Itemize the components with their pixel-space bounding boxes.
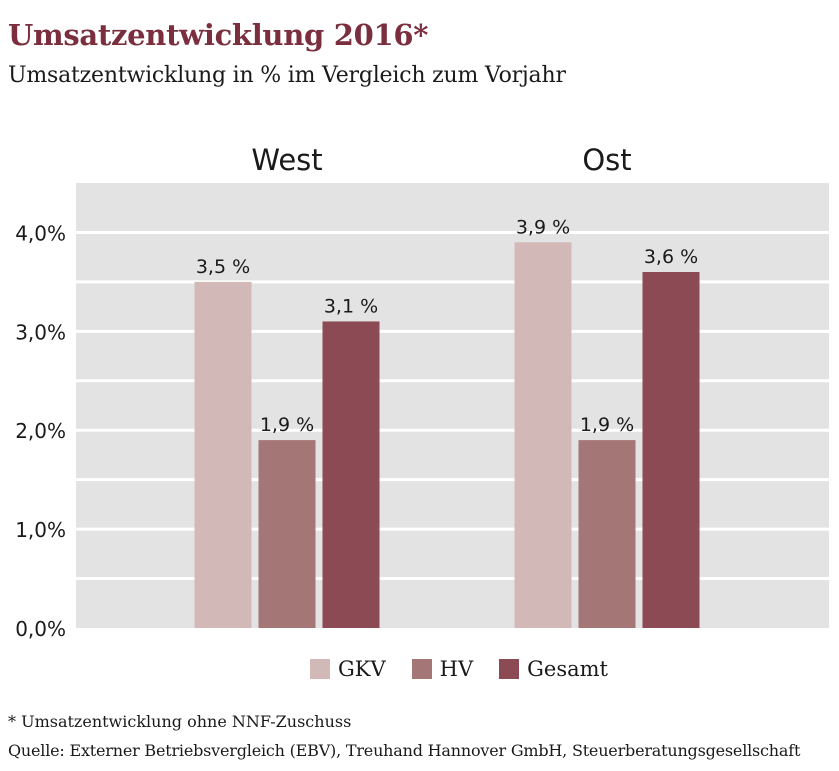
data-label: 3,1 % [324,295,378,317]
bar-gkv [194,281,252,628]
bar-gkv [514,242,572,629]
legend-item-gesamt: Gesamt [499,657,608,681]
legend-swatch-gkv [310,659,330,679]
legend-item-hv: HV [411,657,474,681]
chart-title: Umsatzentwicklung 2016* [8,18,429,52]
data-label: 1,9 % [260,414,314,436]
bar-hv [578,440,636,628]
bar-chart: 0,0% 1,0% 2,0% 3,0% 4,0% West 3,5 % 1,9 % 3,1 % O… [15,143,829,641]
source-note: Quelle: Externer Betriebsvergleich (EBV)… [8,741,801,760]
data-label: 3,6 % [644,246,698,268]
bar-hv [258,440,316,628]
bar-gesamt [322,321,380,628]
category-label: West [251,143,322,177]
bar-gesamt [642,272,700,628]
legend-label-gesamt: Gesamt [527,657,608,681]
data-label: 3,5 % [196,256,250,278]
plot-background [76,183,829,628]
category-label: Ost [582,143,631,177]
y-tick-label: 2,0% [15,419,66,443]
data-label: 3,9 % [516,216,570,238]
y-tick-label: 3,0% [15,320,66,344]
y-tick-label: 1,0% [15,518,66,542]
legend-swatch-hv [411,659,432,679]
data-label: 1,9 % [580,414,634,436]
legend-item-gkv: GKV [310,657,386,681]
y-tick-label: 4,0% [15,221,66,245]
y-tick-label: 0,0% [15,617,66,641]
legend-label-hv: HV [439,657,474,681]
legend-label-gkv: GKV [338,657,386,681]
chart-subtitle: Umsatzentwicklung in % im Vergleich zum … [8,63,566,88]
footnote: * Umsatzentwicklung ohne NNF-Zuschuss [8,712,352,731]
legend-swatch-gesamt [499,659,520,679]
legend: GKV HV Gesamt [310,657,634,681]
